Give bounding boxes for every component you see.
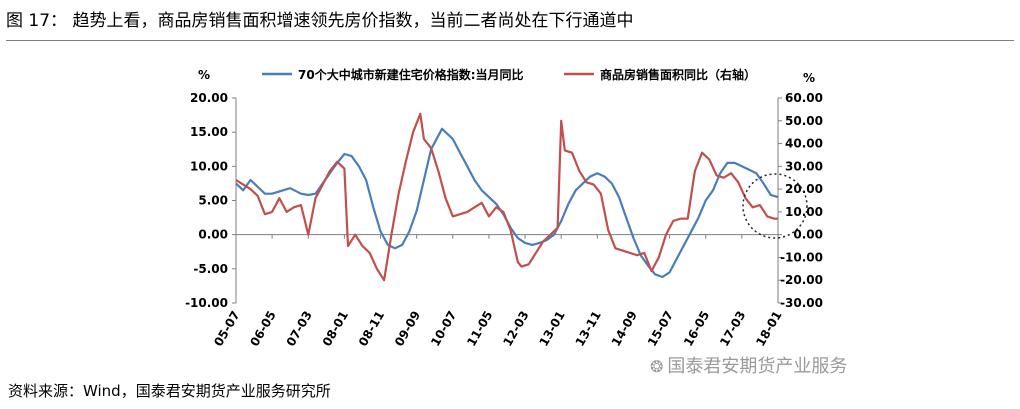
chart-series xyxy=(235,112,779,282)
x-tick-label: 05-07 xyxy=(211,309,242,349)
x-tick-label: 12-03 xyxy=(500,309,531,349)
source-note: 资料来源：Wind，国泰君安期货产业服务研究所 xyxy=(8,382,331,400)
x-tick-label: 13-11 xyxy=(573,309,604,349)
x-tick-label: 07-03 xyxy=(284,309,315,349)
highlight-circle xyxy=(742,173,808,239)
right-tick-label: 20.00 xyxy=(785,182,823,196)
right-axis-unit: % xyxy=(803,71,815,85)
chart-legend: 70个大中城市新建住宅价格指数:当月同比 商品房销售面积同比（右轴） xyxy=(262,67,756,82)
chart-annotation xyxy=(742,173,808,239)
left-axis-unit: % xyxy=(198,68,210,82)
x-tick-label: 10-07 xyxy=(428,309,459,349)
x-tick-label: 16-05 xyxy=(681,309,712,349)
x-tick-label: 18-01 xyxy=(753,309,784,349)
right-tick-label: -10.00 xyxy=(780,250,823,264)
right-tick-label: 50.00 xyxy=(785,114,823,128)
chart-tick-labels: % % 20.00 15.00 10.00 5.00 0.00 -5.00 -10.00 60.0… xyxy=(185,68,823,349)
x-tick-label: 08-01 xyxy=(320,309,351,349)
series-line-1 xyxy=(235,127,779,279)
x-tick-label: 13-01 xyxy=(536,309,567,349)
left-tick-label: 15.00 xyxy=(190,125,228,139)
legend-label-1: 70个大中城市新建住宅价格指数:当月同比 xyxy=(298,67,524,82)
series-line-2 xyxy=(235,112,778,282)
left-tick-label: 20.00 xyxy=(190,91,228,105)
left-tick-label: 0.00 xyxy=(198,228,228,242)
watermark-text: 国泰君安期货产业服务 xyxy=(667,356,848,377)
left-tick-label: -5.00 xyxy=(193,262,228,276)
wechat-icon: ❂ xyxy=(650,357,664,376)
left-tick-label: 10.00 xyxy=(190,159,228,173)
right-tick-label: -20.00 xyxy=(780,273,823,287)
x-tick-label: 06-05 xyxy=(247,309,278,349)
left-tick-label: 5.00 xyxy=(198,194,228,208)
x-tick-label: 14-09 xyxy=(609,309,640,349)
title-divider xyxy=(6,40,1014,41)
x-tick-label: 17-03 xyxy=(717,309,748,349)
right-tick-label: 40.00 xyxy=(785,137,823,151)
right-tick-label: 60.00 xyxy=(785,91,823,105)
x-tick-label: 09-09 xyxy=(392,309,423,349)
right-tick-label: 30.00 xyxy=(785,159,823,173)
page-title: 图 17： 趋势上看，商品房销售面积增速领先房价指数，当前二者尚处在下行通道中 xyxy=(6,11,634,31)
x-tick-label: 15-07 xyxy=(645,309,676,349)
legend-label-2: 商品房销售面积同比（右轴） xyxy=(600,67,756,82)
right-tick-label: 10.00 xyxy=(785,205,823,219)
chart-axes xyxy=(232,97,782,304)
x-tick-label: 11-05 xyxy=(464,309,495,349)
right-tick-label: 0.00 xyxy=(793,228,823,242)
left-tick-label: -10.00 xyxy=(185,296,228,310)
right-tick-label: -30.00 xyxy=(780,296,823,310)
watermark: ❂ 国泰君安期货产业服务 xyxy=(650,352,847,378)
x-tick-label: 08-11 xyxy=(356,309,387,349)
